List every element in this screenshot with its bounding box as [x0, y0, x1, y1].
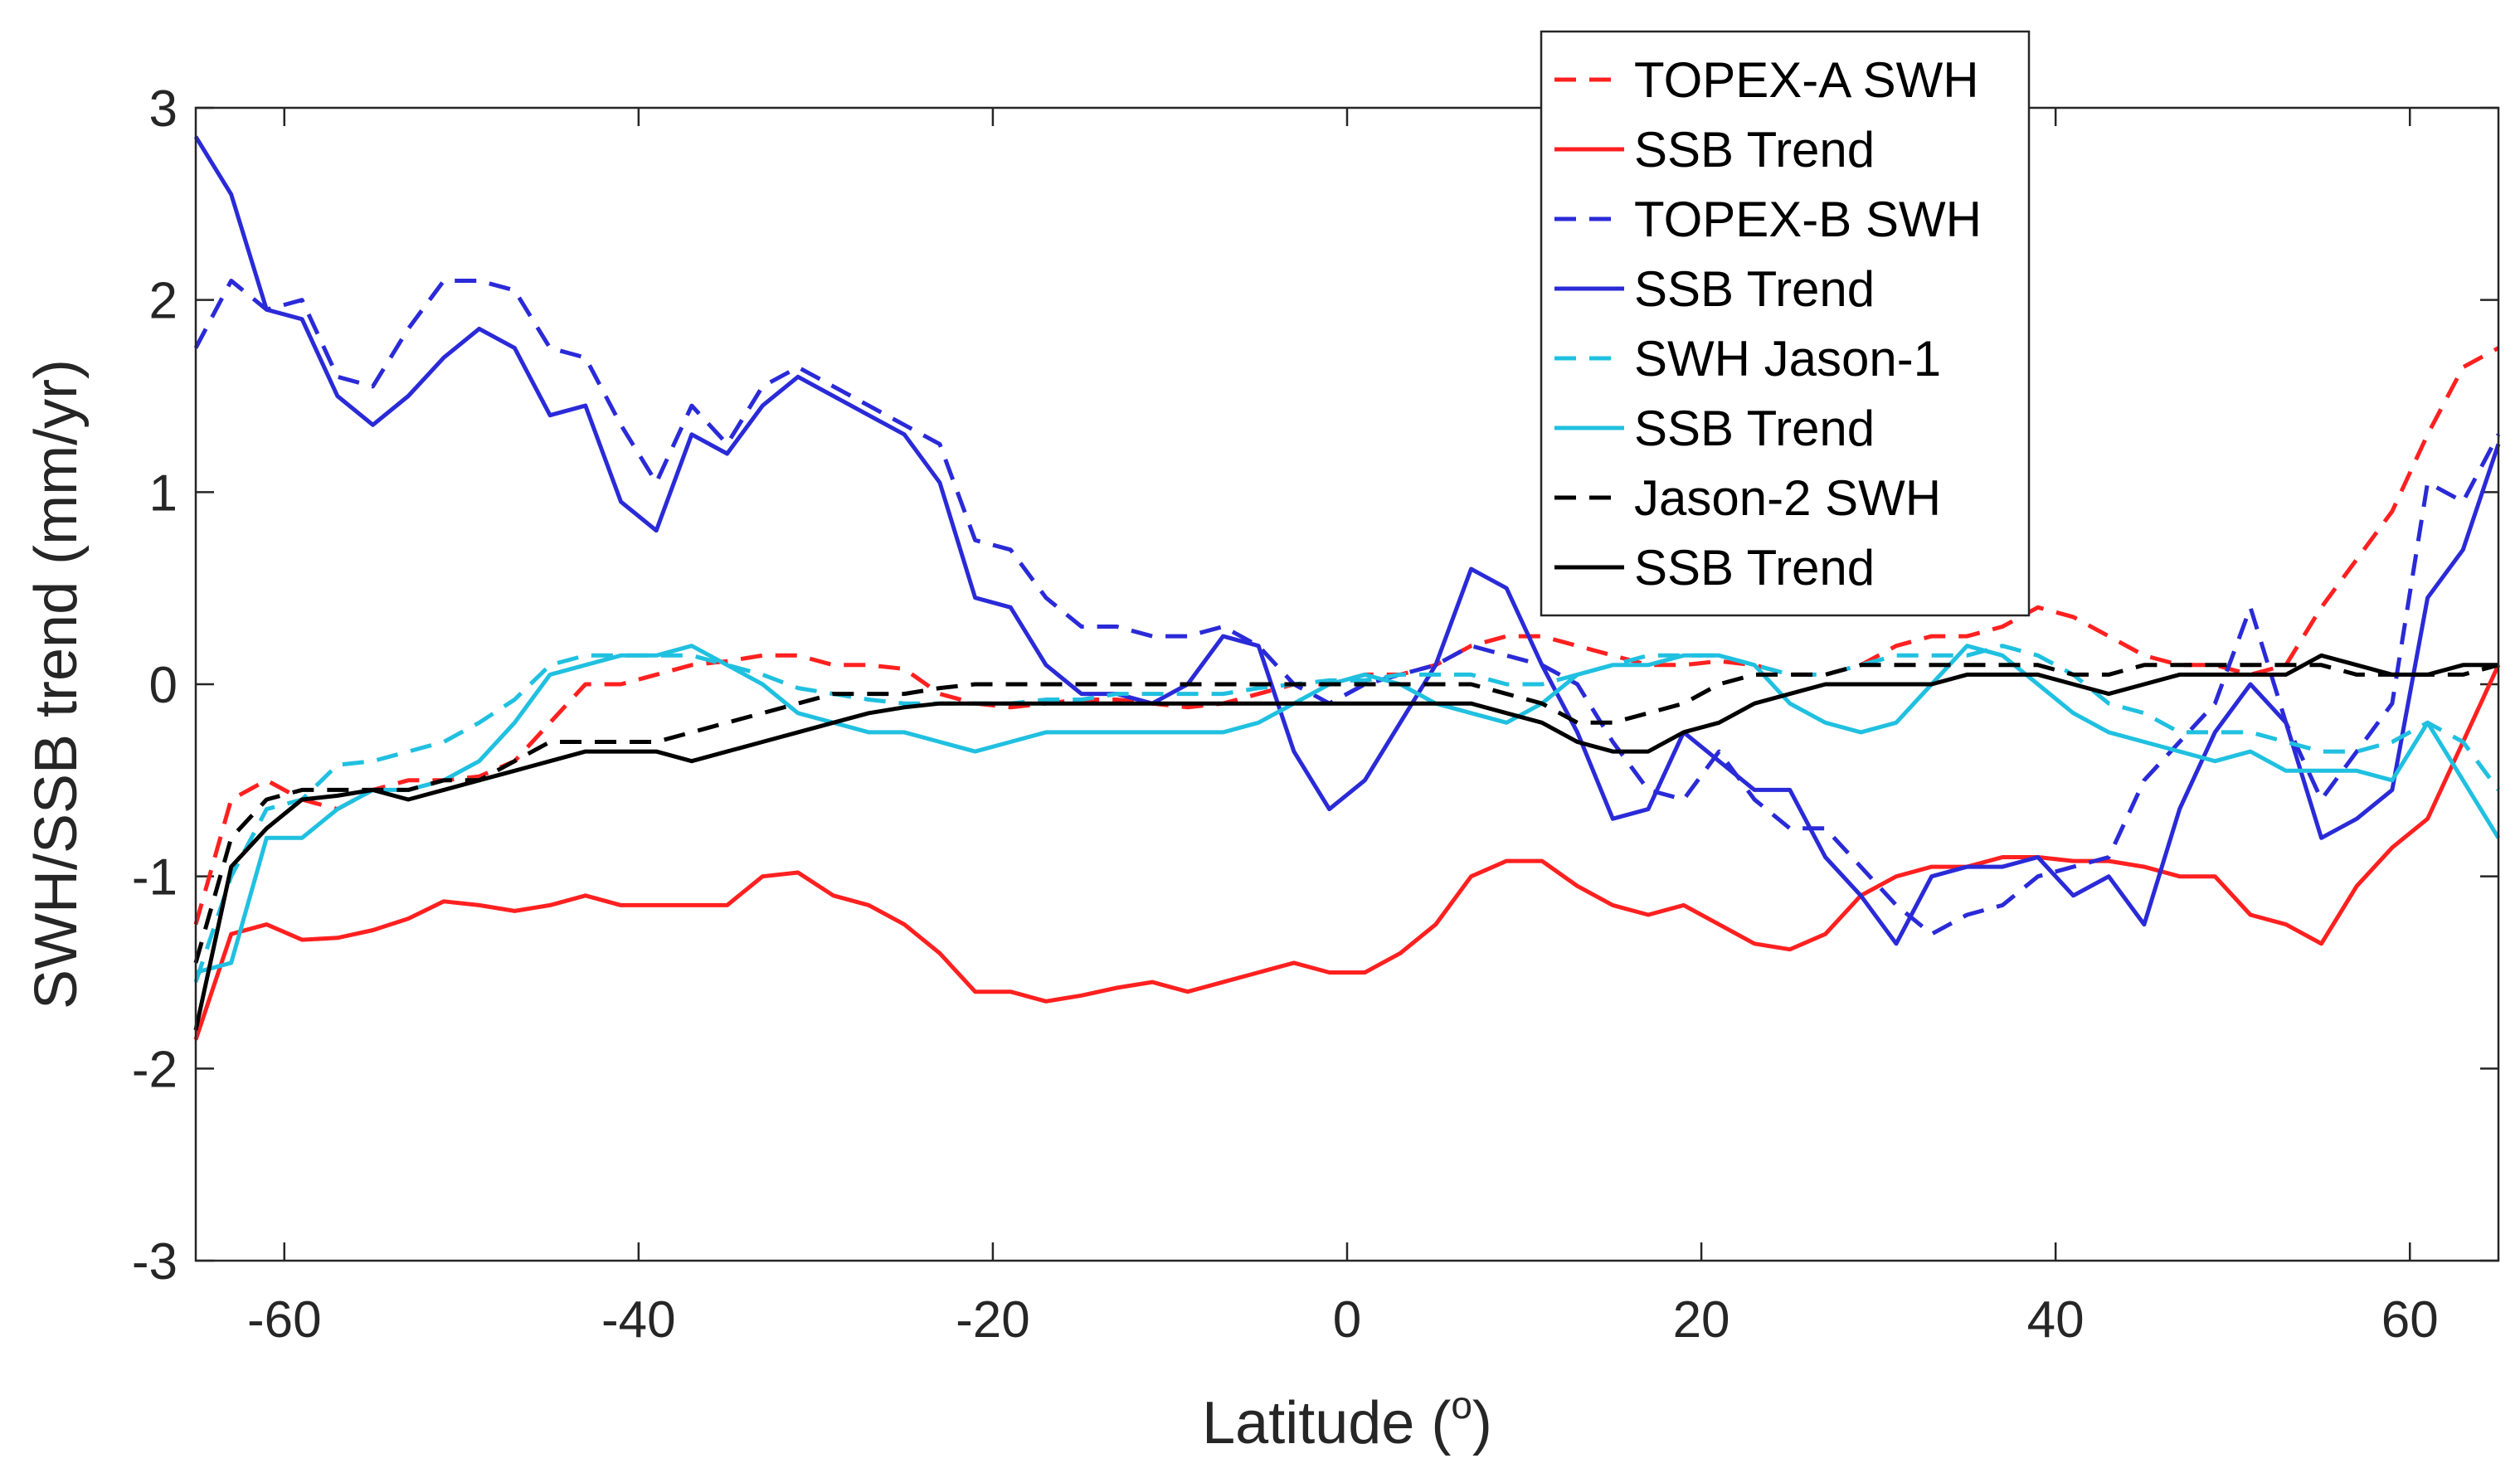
x-axis-label-end: ) [1472, 1390, 1492, 1456]
x-tick-label: 0 [1333, 1291, 1361, 1349]
x-axis-label-text: Latitude ( [1202, 1390, 1451, 1456]
y-tick-label: 1 [149, 464, 178, 522]
series-line-6 [193, 663, 2499, 964]
tick-labels: -60 -40 -20 0 20 40 60 -3 -2 -1 0 1 2 3 [132, 80, 2439, 1349]
y-tick-label: -3 [132, 1233, 178, 1291]
y-axis-label: SWH/SSB trend (mm/yr) [23, 359, 90, 1009]
legend-label-1: SSB Trend [1634, 122, 1875, 177]
series-line-7 [193, 653, 2498, 1031]
x-tick-label: 20 [1673, 1291, 1730, 1349]
x-tick-label: -20 [956, 1291, 1030, 1349]
x-tick-label: -60 [247, 1291, 322, 1349]
series-line-0 [193, 346, 2500, 926]
x-tick-label: -40 [601, 1291, 676, 1349]
y-tick-label: -2 [132, 1041, 178, 1098]
y-tick-label: 0 [149, 657, 178, 714]
y-tick-label: -1 [132, 849, 178, 907]
series-line-1 [193, 664, 2501, 1041]
legend-label-4: SWH Jason-1 [1634, 331, 1941, 386]
series-line-2 [193, 279, 2501, 936]
y-tick-label: 3 [149, 80, 178, 138]
grid-ticks [196, 106, 2498, 1262]
legend-label-6: Jason-2 SWH [1634, 470, 1941, 526]
plot-frame [194, 106, 2500, 1262]
legend-label-7: SSB Trend [1634, 540, 1875, 596]
legend-box [1540, 30, 2031, 617]
x-axis-label: Latitude (o) [1202, 1383, 1492, 1456]
series-line-5 [195, 644, 2501, 975]
legend-label-0: TOPEX-A SWH [1634, 52, 1979, 108]
legend-label-5: SSB Trend [1634, 401, 1875, 456]
y-tick-label: 2 [149, 273, 178, 330]
x-tick-label: 40 [2027, 1291, 2085, 1349]
x-tick-label: 60 [2381, 1291, 2439, 1349]
series-lines [193, 135, 2501, 1041]
x-axis-label-superscript: o [1451, 1383, 1472, 1427]
legend: TOPEX-A SWH SSB Trend TOPEX-B SWH SSB Trend… [1540, 30, 2031, 617]
series-line-3 [193, 135, 2501, 946]
legend-label-3: SSB Trend [1634, 261, 1875, 317]
legend-label-2: TOPEX-B SWH [1634, 192, 1982, 247]
